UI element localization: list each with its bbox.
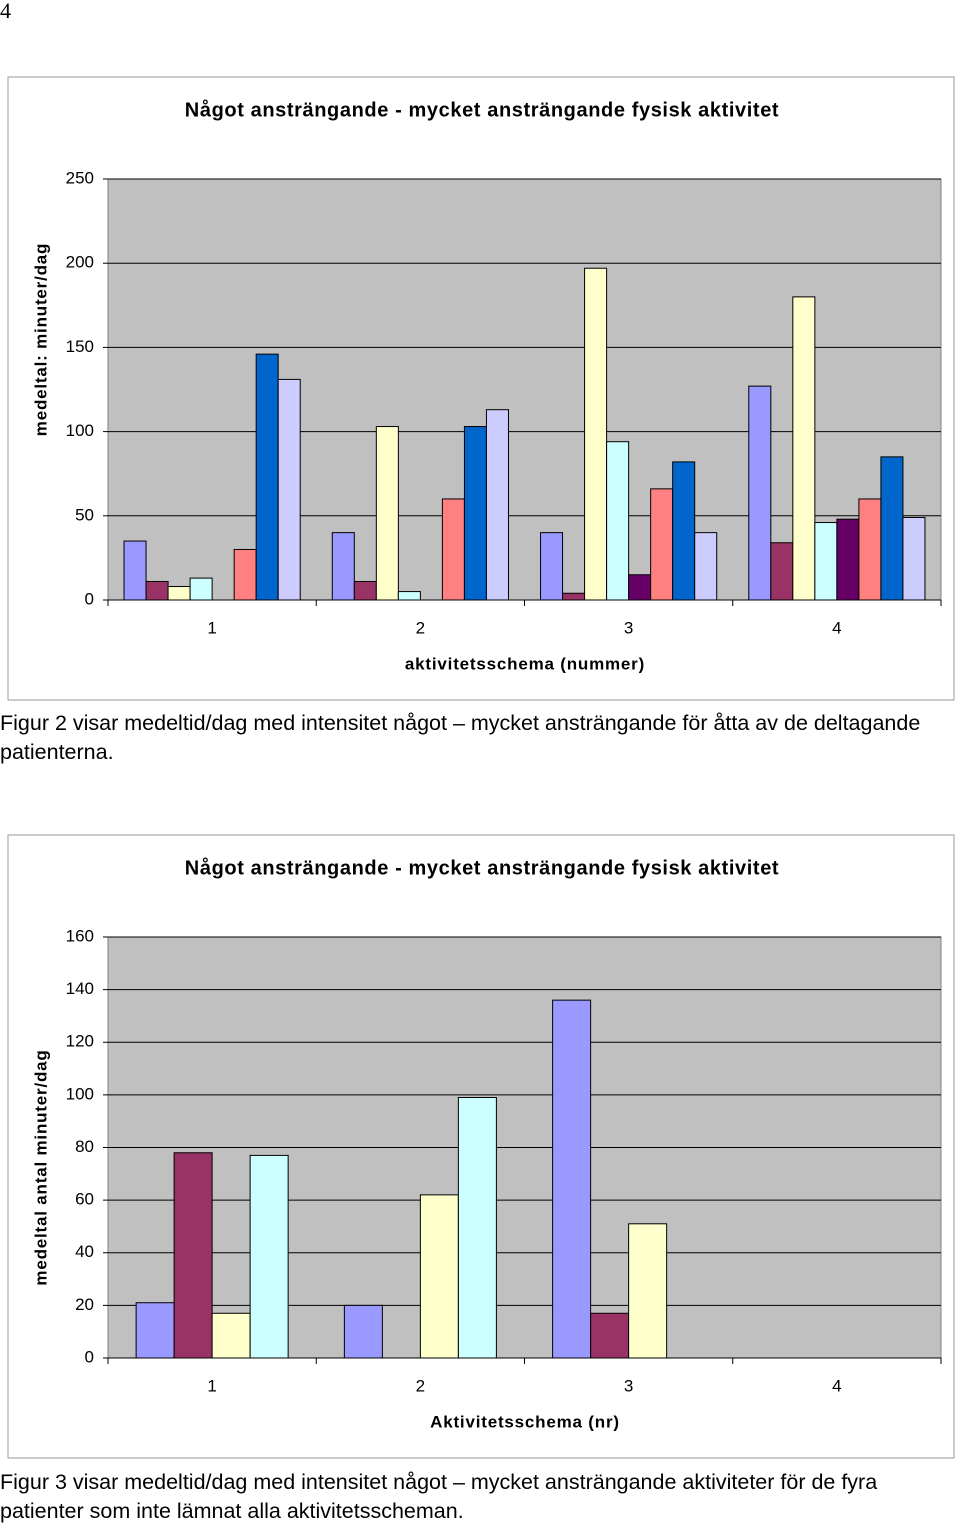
bar <box>584 267 608 601</box>
y-axis-title: medeltal: minuter/dag <box>31 243 50 436</box>
bar <box>331 532 355 601</box>
bar <box>552 999 592 1359</box>
caption: Figur 3 visar medeltid/dag med intensite… <box>0 1470 878 1523</box>
x-tick-label: 3 <box>624 618 633 637</box>
bar <box>858 498 882 601</box>
y-tick-label: 250 <box>66 168 94 187</box>
x-axis-title: aktivitetsschema (nummer) <box>405 654 645 673</box>
bar <box>441 498 465 601</box>
bar <box>770 542 794 601</box>
page-number: 4 <box>0 0 11 23</box>
bar <box>672 461 696 601</box>
chart: Något ansträngande - mycket ansträngande… <box>7 76 955 701</box>
y-tick-label: 120 <box>66 1032 94 1051</box>
bar <box>277 378 301 601</box>
bar <box>167 586 191 601</box>
bar <box>457 1097 497 1359</box>
bar <box>814 522 838 601</box>
y-tick-label: 0 <box>85 1347 94 1366</box>
bar <box>463 426 487 601</box>
y-tick-label: 160 <box>66 926 94 945</box>
bar <box>902 516 926 601</box>
bar <box>123 540 147 601</box>
caption: Figur 2 visar medeltid/dag med intensite… <box>0 711 921 764</box>
x-axis-title: Aktivitetsschema (nr) <box>430 1412 620 1431</box>
bar <box>145 580 169 601</box>
x-tick-label: 2 <box>416 618 425 637</box>
y-tick-label: 100 <box>66 421 94 440</box>
bar <box>353 580 377 601</box>
bar <box>540 532 564 601</box>
bar <box>590 1312 630 1359</box>
bar <box>397 591 421 601</box>
y-tick-label: 200 <box>66 253 94 272</box>
bar <box>628 574 652 601</box>
y-tick-label: 50 <box>75 505 94 524</box>
bar <box>880 456 904 601</box>
bar <box>836 518 860 601</box>
bar <box>135 1302 175 1359</box>
bar <box>748 385 772 601</box>
x-tick-label: 2 <box>416 1376 425 1395</box>
y-tick-label: 40 <box>75 1242 94 1261</box>
bar <box>189 577 213 601</box>
x-tick-label: 3 <box>624 1376 633 1395</box>
bar <box>485 409 509 601</box>
y-tick-label: 140 <box>66 979 94 998</box>
y-tick-label: 60 <box>75 1190 94 1209</box>
bar <box>562 592 586 601</box>
bar <box>211 1312 251 1359</box>
bar <box>606 441 630 601</box>
x-tick-label: 4 <box>832 1376 841 1395</box>
bar <box>628 1223 668 1359</box>
bar <box>343 1304 383 1359</box>
bar <box>650 488 674 601</box>
bar <box>255 353 279 601</box>
bar <box>792 296 816 601</box>
y-tick-label: 150 <box>66 337 94 356</box>
bar <box>419 1194 459 1359</box>
bar <box>694 532 718 601</box>
x-tick-label: 4 <box>832 618 841 637</box>
y-tick-label: 100 <box>66 1084 94 1103</box>
x-tick-label: 1 <box>207 618 216 637</box>
y-tick-label: 0 <box>85 589 94 608</box>
chart-title: Något ansträngande - mycket ansträngande… <box>185 856 779 879</box>
bar <box>173 1152 213 1359</box>
bar <box>233 548 257 601</box>
x-tick-label: 1 <box>207 1376 216 1395</box>
y-tick-label: 80 <box>75 1137 94 1156</box>
chart-title: Något ansträngande - mycket ansträngande… <box>185 98 779 121</box>
y-axis-title: medeltal antal minuter/dag <box>31 1049 50 1285</box>
bar <box>375 426 399 601</box>
bar <box>249 1154 289 1359</box>
y-tick-label: 20 <box>75 1295 94 1314</box>
chart: Något ansträngande - mycket ansträngande… <box>7 834 955 1459</box>
